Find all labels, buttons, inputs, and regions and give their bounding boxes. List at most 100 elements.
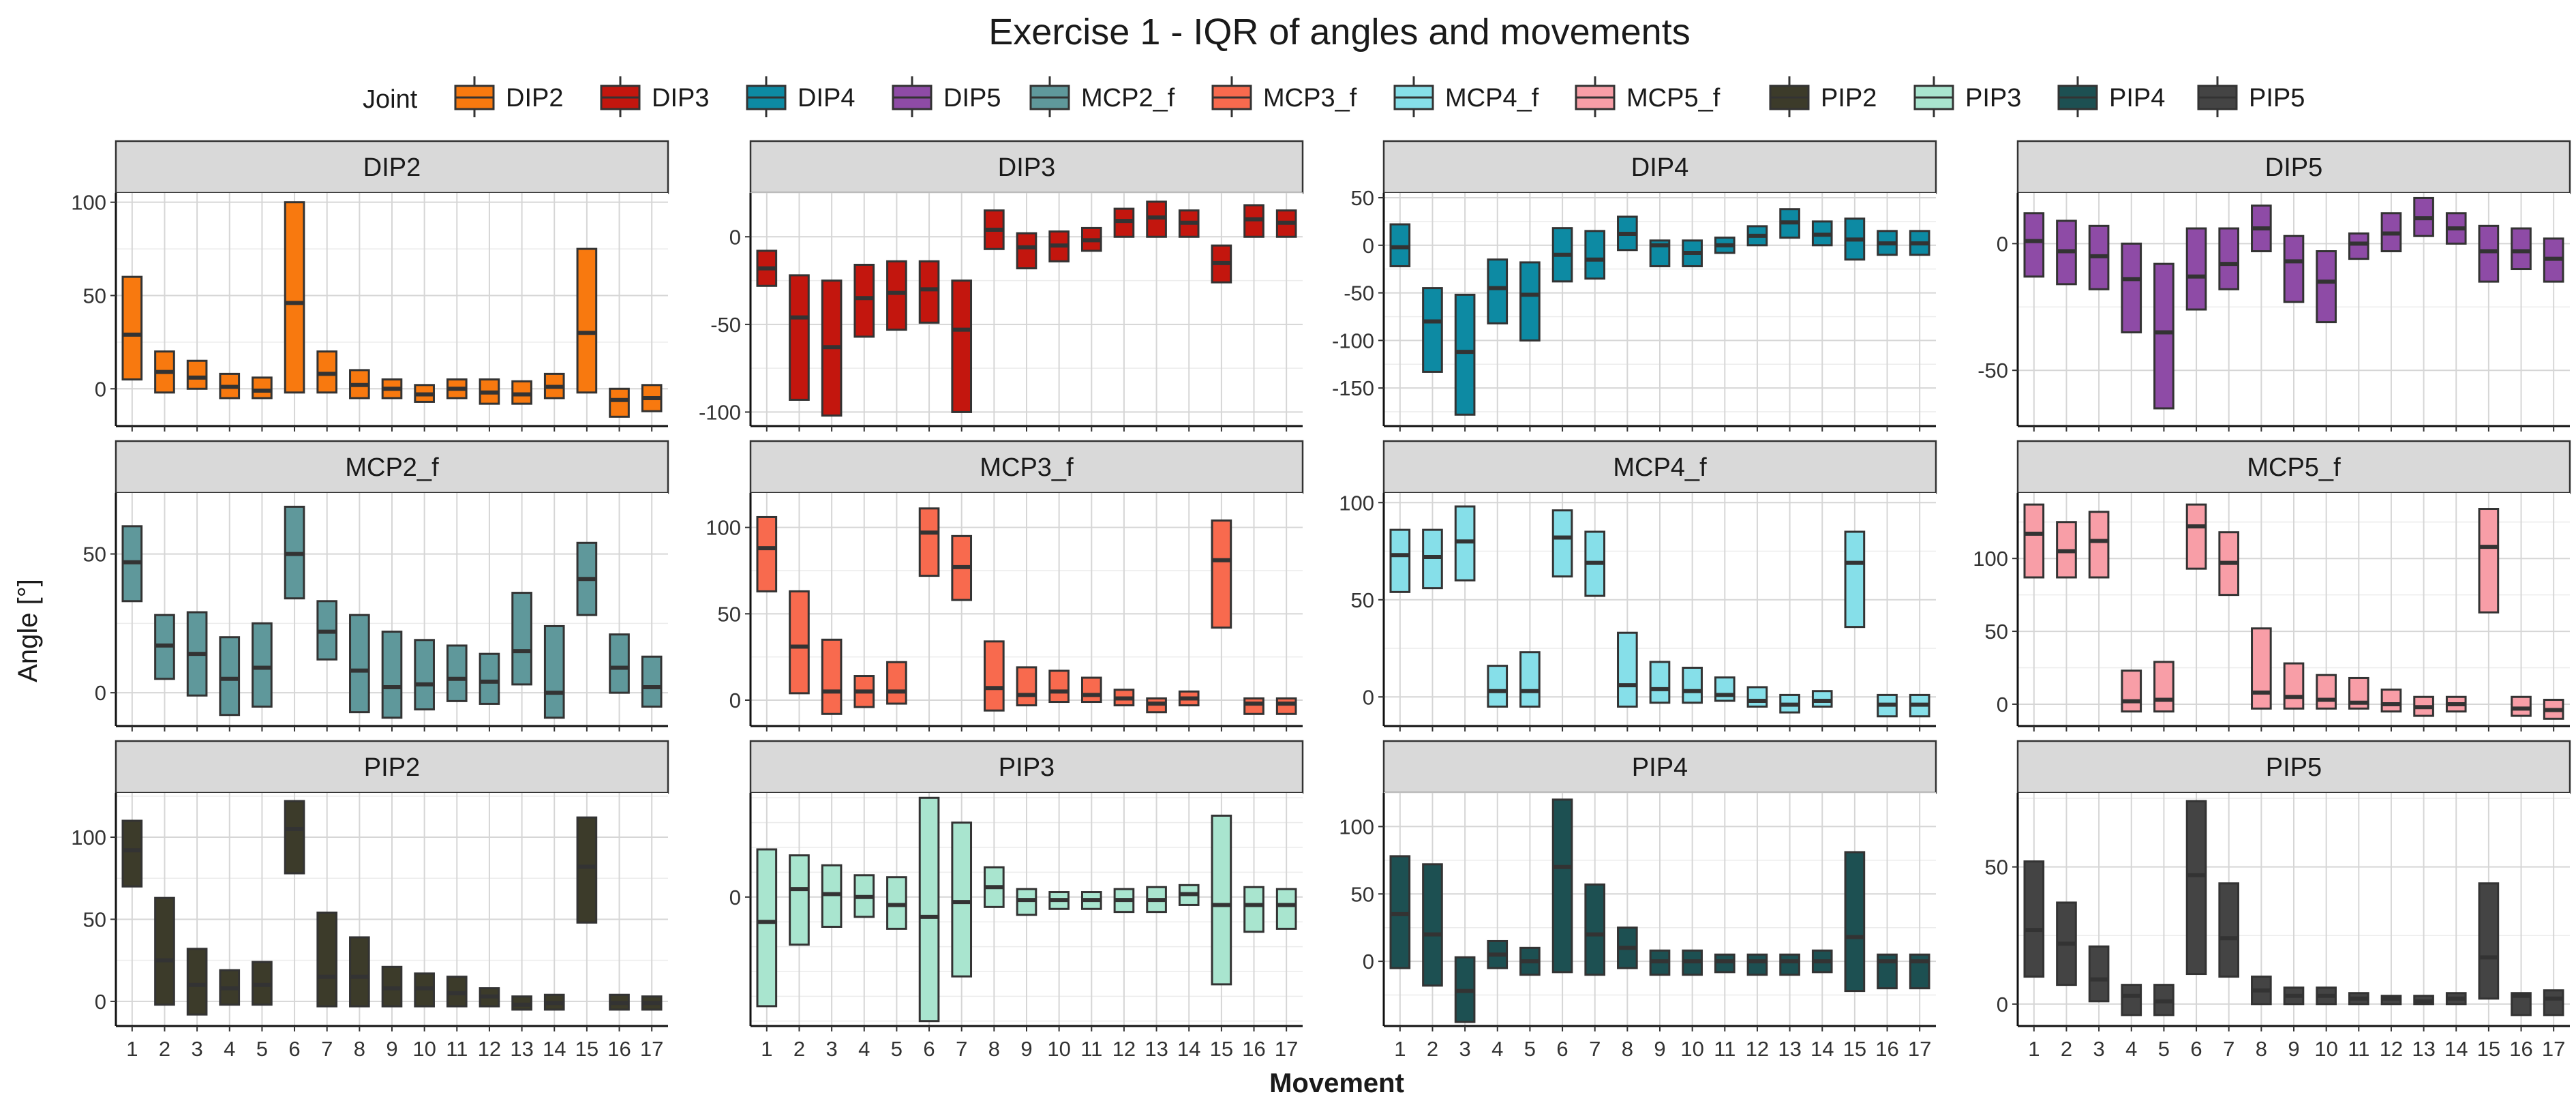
x-tick-label: 17 (1908, 1037, 1931, 1061)
box-movement-1 (2023, 860, 2045, 978)
iqr-box (789, 590, 810, 695)
box-movement-6 (2185, 800, 2207, 976)
box-movement-5 (886, 661, 907, 705)
legend-entry-dip5: DIP5 (892, 76, 1001, 117)
x-tick-label: 7 (956, 1037, 967, 1061)
facet-strip-label: DIP2 (363, 153, 421, 182)
legend-label: DIP2 (506, 84, 563, 112)
box-movement-8 (349, 936, 370, 1008)
iqr-box (1211, 519, 1232, 629)
box-movement-17 (1275, 209, 1297, 238)
iqr-box (2185, 503, 2207, 570)
x-tick-label: 17 (640, 1037, 663, 1061)
y-tick-label: 0 (1997, 693, 2008, 717)
x-tick-label: 4 (1491, 1037, 1503, 1061)
legend-label: MCP3_f (1263, 84, 1357, 112)
y-tick-label: -50 (1978, 359, 2008, 382)
box-movement-7 (2218, 882, 2240, 978)
box-movement-5 (2153, 984, 2175, 1016)
box-movement-7 (1584, 530, 1606, 597)
box-movement-2 (2056, 521, 2077, 579)
box-movement-2 (2056, 220, 2077, 286)
iqr-box (2121, 242, 2142, 333)
x-tick-label: 6 (1556, 1037, 1568, 1061)
x-tick-label: 16 (607, 1037, 631, 1061)
iqr-box (2251, 627, 2272, 710)
box-movement-5 (1519, 946, 1541, 976)
box-movement-1 (1389, 528, 1411, 593)
box-movement-10 (1682, 239, 1703, 267)
y-tick-label: 0 (729, 225, 741, 249)
box-movement-17 (641, 384, 663, 412)
box-movement-2 (1422, 863, 1443, 987)
iqr-box (1016, 232, 1037, 270)
box-movement-14 (2445, 695, 2467, 713)
box-movement-4 (219, 636, 241, 717)
iqr-box (186, 359, 208, 390)
box-movement-9 (2283, 662, 2305, 710)
x-tick-label: 12 (2380, 1037, 2403, 1061)
y-tick-label: 0 (95, 377, 106, 401)
iqr-box (2478, 224, 2500, 283)
iqr-box (1389, 528, 1411, 593)
iqr-box (918, 796, 940, 1023)
box-movement-11 (1714, 676, 1736, 702)
iqr-box (2283, 235, 2305, 303)
box-movement-7 (951, 280, 973, 413)
legend-title: Joint (363, 85, 418, 114)
x-tick-label: 5 (2158, 1037, 2170, 1061)
box-movement-7 (2218, 531, 2240, 597)
box-movement-3 (2088, 511, 2110, 579)
x-axis-title: Movement (1269, 1068, 1404, 1098)
box-movement-16 (609, 633, 630, 694)
iqr-box (2380, 689, 2402, 713)
box-movement-13 (2413, 995, 2434, 1006)
box-movement-9 (1649, 239, 1671, 267)
facet-strip (1382, 140, 1937, 194)
box-movement-14 (1811, 220, 1833, 247)
iqr-box (349, 936, 370, 1008)
box-movement-14 (1811, 949, 1833, 974)
box-movement-1 (121, 819, 143, 888)
iqr-box (1275, 697, 1297, 715)
box-movement-2 (154, 350, 175, 394)
x-tick-label: 2 (1427, 1037, 1438, 1061)
iqr-box (2153, 661, 2175, 713)
box-movement-15 (1844, 217, 1866, 261)
iqr-box (2121, 669, 2142, 713)
box-movement-14 (2445, 212, 2467, 245)
y-tick-label: 0 (1363, 234, 1374, 258)
box-movement-7 (1584, 883, 1606, 976)
box-movement-17 (2543, 989, 2564, 1016)
y-tick-label: 50 (83, 907, 106, 931)
iqr-box (756, 848, 778, 1008)
box-movement-4 (1487, 258, 1509, 325)
legend-entry-mcp3-f: MCP3_f (1211, 76, 1357, 117)
box-movement-4 (1487, 939, 1509, 969)
y-tick-label: 0 (1997, 232, 2008, 256)
legend: Joint DIP2 DIP3 DIP4 DIP5 MCP2_f MCP3_f MCP4_f… (363, 76, 2305, 117)
box-movement-7 (316, 350, 338, 394)
box-movement-15 (1211, 814, 1232, 986)
y-tick-label: 50 (1985, 620, 2008, 644)
facet-strip-label: DIP3 (998, 153, 1055, 182)
iqr-box (821, 638, 843, 715)
legend-label: PIP2 (1821, 84, 1877, 112)
x-tick-label: 14 (1810, 1037, 1834, 1061)
legend-label: MCP5_f (1626, 84, 1721, 112)
box-movement-9 (1649, 949, 1671, 976)
box-movement-12 (2380, 212, 2402, 253)
box-movement-13 (1146, 200, 1167, 238)
x-tick-label: 2 (159, 1037, 170, 1061)
x-tick-label: 9 (1654, 1037, 1665, 1061)
x-tick-label: 17 (2542, 1037, 2565, 1061)
iqr-box (2185, 227, 2207, 311)
box-movement-13 (511, 380, 532, 405)
x-tick-label: 14 (543, 1037, 566, 1061)
y-tick-label: 0 (1997, 993, 2008, 1016)
y-tick-label: 50 (83, 543, 106, 567)
x-tick-label: 9 (1020, 1037, 1032, 1061)
box-movement-15 (1844, 851, 1866, 993)
iqr-box (121, 275, 143, 381)
